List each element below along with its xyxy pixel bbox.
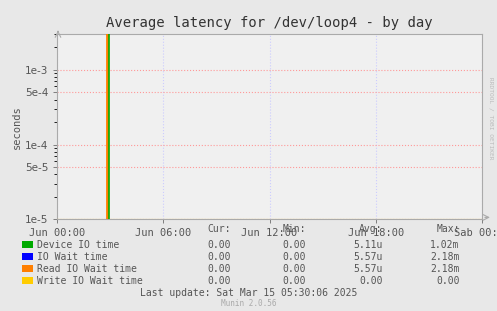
Text: 5.57u: 5.57u — [353, 252, 383, 262]
Y-axis label: seconds: seconds — [12, 105, 22, 149]
Text: 0.00: 0.00 — [208, 240, 231, 250]
Text: Max:: Max: — [436, 224, 460, 234]
Text: Cur:: Cur: — [208, 224, 231, 234]
Text: Read IO Wait time: Read IO Wait time — [37, 264, 137, 274]
Text: 2.18m: 2.18m — [430, 252, 460, 262]
Title: Average latency for /dev/loop4 - by day: Average latency for /dev/loop4 - by day — [106, 16, 433, 30]
Text: 0.00: 0.00 — [282, 252, 306, 262]
Text: Last update: Sat Mar 15 05:30:06 2025: Last update: Sat Mar 15 05:30:06 2025 — [140, 288, 357, 298]
Text: Device IO time: Device IO time — [37, 240, 119, 250]
Text: 0.00: 0.00 — [282, 276, 306, 286]
Text: 2.18m: 2.18m — [430, 264, 460, 274]
Text: 0.00: 0.00 — [436, 276, 460, 286]
Text: 5.57u: 5.57u — [353, 264, 383, 274]
Text: IO Wait time: IO Wait time — [37, 252, 108, 262]
Text: RRDTOOL / TOBI OETIKER: RRDTOOL / TOBI OETIKER — [488, 77, 493, 160]
Text: 0.00: 0.00 — [282, 240, 306, 250]
Text: 5.11u: 5.11u — [353, 240, 383, 250]
Text: 0.00: 0.00 — [208, 252, 231, 262]
Text: 0.00: 0.00 — [208, 276, 231, 286]
Text: Min:: Min: — [282, 224, 306, 234]
Text: Munin 2.0.56: Munin 2.0.56 — [221, 299, 276, 308]
Text: 0.00: 0.00 — [359, 276, 383, 286]
Text: Write IO Wait time: Write IO Wait time — [37, 276, 143, 286]
Text: Avg:: Avg: — [359, 224, 383, 234]
Text: 1.02m: 1.02m — [430, 240, 460, 250]
Text: 0.00: 0.00 — [282, 264, 306, 274]
Text: 0.00: 0.00 — [208, 264, 231, 274]
